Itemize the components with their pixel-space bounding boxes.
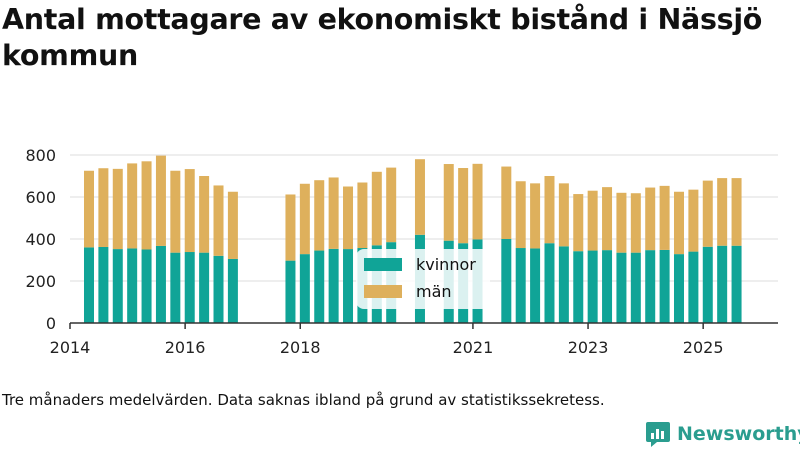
legend-item-man: män [364, 282, 452, 301]
legend-label-kvinnor: kvinnor [416, 255, 476, 274]
bar-man[interactable] [443, 164, 454, 241]
bar-kvinnor[interactable] [688, 251, 699, 323]
chart-title: Antal mottagare av ekonomiskt bistånd i … [2, 3, 763, 72]
bar-man[interactable] [184, 169, 195, 253]
bar-man[interactable] [285, 194, 296, 261]
bar-man[interactable] [630, 193, 641, 253]
bar-man[interactable] [141, 161, 152, 250]
legend-item-kvinnor: kvinnor [364, 255, 476, 274]
newsworthy-logo-icon [646, 422, 670, 447]
y-tick-label: 400 [25, 230, 56, 249]
bar-man[interactable] [83, 170, 94, 248]
bar-man[interactable] [645, 187, 656, 251]
bar-man[interactable] [530, 183, 541, 249]
bar-kvinnor[interactable] [501, 239, 512, 323]
axes: 0 200 400 600 800 2014 2016 2018 2021 2023 2025 [25, 146, 778, 357]
bar-man[interactable] [501, 166, 512, 239]
bar-man[interactable] [573, 194, 584, 252]
bar-kvinnor[interactable] [673, 254, 684, 323]
bar-kvinnor[interactable] [630, 252, 641, 323]
bar-man[interactable] [616, 192, 627, 253]
y-tick-label: 0 [46, 314, 56, 333]
x-tick-label: 2021 [453, 338, 494, 357]
x-tick-label: 2023 [568, 338, 609, 357]
bar-man[interactable] [587, 190, 598, 251]
bar-man[interactable] [155, 155, 166, 246]
bar-kvinnor[interactable] [702, 246, 713, 323]
bar-kvinnor[interactable] [587, 250, 598, 323]
bar-man[interactable] [299, 183, 310, 255]
bar-man[interactable] [328, 177, 339, 249]
bar-kvinnor[interactable] [227, 258, 238, 323]
bar-kvinnor[interactable] [515, 248, 526, 323]
bar-kvinnor[interactable] [328, 248, 339, 323]
bar-kvinnor[interactable] [170, 252, 181, 323]
bar-man[interactable] [112, 168, 123, 250]
brand-logo[interactable]: Newsworthy [645, 420, 800, 448]
bar-kvinnor[interactable] [544, 243, 555, 323]
bar-man[interactable] [717, 178, 728, 246]
bar-man[interactable] [673, 191, 684, 255]
bar-kvinnor[interactable] [717, 245, 728, 323]
bar-kvinnor[interactable] [112, 249, 123, 323]
y-tick-label: 800 [25, 146, 56, 165]
bar-man[interactable] [343, 186, 354, 250]
bar-kvinnor[interactable] [299, 254, 310, 323]
bar-man[interactable] [472, 163, 483, 240]
bar-man[interactable] [702, 180, 713, 247]
bar-kvinnor[interactable] [199, 252, 210, 323]
bar-man[interactable] [199, 176, 210, 253]
bar-man[interactable] [357, 182, 368, 249]
bar-man[interactable] [731, 178, 742, 246]
bar-kvinnor[interactable] [573, 251, 584, 323]
bar-man[interactable] [602, 187, 613, 251]
legend-swatch-man [364, 285, 402, 298]
bar-man[interactable] [544, 176, 555, 244]
brand-name: Newsworthy [677, 423, 800, 445]
x-tick-label: 2016 [165, 338, 206, 357]
bar-man[interactable] [558, 183, 569, 247]
bar-man[interactable] [458, 168, 469, 244]
bar-kvinnor[interactable] [155, 245, 166, 323]
footnote: Tre månaders medelvärden. Data saknas ib… [2, 391, 605, 409]
bar-man[interactable] [213, 185, 224, 256]
bar-man[interactable] [127, 163, 138, 249]
bar-man[interactable] [386, 167, 397, 243]
x-tick-label: 2018 [280, 338, 321, 357]
bar-man[interactable] [688, 189, 699, 252]
bar-kvinnor[interactable] [602, 250, 613, 323]
x-tick-label: 2025 [683, 338, 724, 357]
bar-kvinnor[interactable] [731, 245, 742, 323]
bar-kvinnor[interactable] [558, 246, 569, 323]
y-tick-label: 200 [25, 272, 56, 291]
bar-kvinnor[interactable] [98, 246, 109, 323]
bar-kvinnor[interactable] [530, 248, 541, 323]
bar-man[interactable] [659, 185, 670, 250]
x-tick-label: 2014 [50, 338, 91, 357]
bar-man[interactable] [227, 191, 238, 259]
bar-kvinnor[interactable] [285, 260, 296, 323]
bar-man[interactable] [98, 168, 109, 247]
bar-kvinnor[interactable] [645, 250, 656, 323]
bar-man[interactable] [170, 170, 181, 253]
legend-label-man: män [416, 282, 452, 301]
bar-kvinnor[interactable] [616, 252, 627, 323]
y-tick-label: 600 [25, 188, 56, 207]
bar-kvinnor[interactable] [314, 250, 325, 323]
bar-kvinnor[interactable] [213, 255, 224, 323]
legend: kvinnor män [356, 249, 490, 309]
bar-man[interactable] [314, 180, 325, 251]
bar-kvinnor[interactable] [659, 249, 670, 323]
bar-kvinnor[interactable] [141, 249, 152, 324]
bar-man[interactable] [515, 181, 526, 249]
bar-man[interactable] [371, 171, 382, 246]
bar-man[interactable] [414, 159, 425, 235]
bar-kvinnor[interactable] [127, 248, 138, 323]
bar-kvinnor[interactable] [83, 247, 94, 323]
legend-swatch-kvinnor [364, 258, 402, 271]
bar-kvinnor[interactable] [184, 252, 195, 323]
bar-kvinnor[interactable] [343, 249, 354, 323]
